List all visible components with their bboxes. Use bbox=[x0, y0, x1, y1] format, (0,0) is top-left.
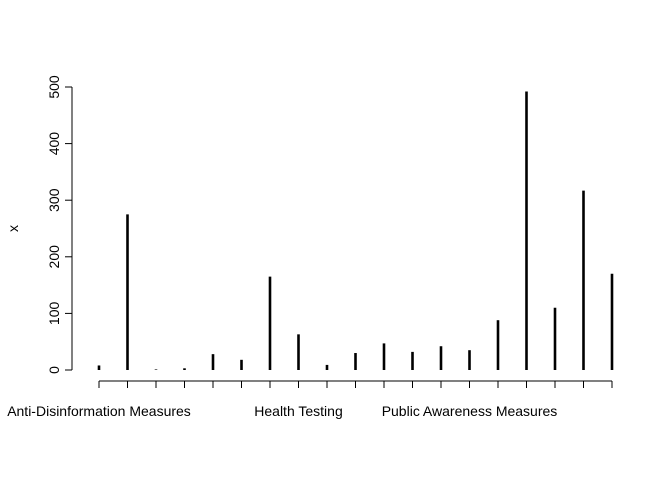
x-tick-label-0: Anti-Disinformation Measures bbox=[7, 403, 191, 419]
y-tick-label-300: 300 bbox=[46, 188, 62, 212]
y-tick-label-400: 400 bbox=[46, 132, 62, 156]
y-tick-label-0: 0 bbox=[46, 366, 62, 374]
x-tick-label-13: Public Awareness Measures bbox=[382, 403, 558, 419]
y-tick-label-200: 200 bbox=[46, 245, 62, 269]
y-tick-label-500: 500 bbox=[46, 75, 62, 99]
bars-group bbox=[97, 91, 614, 370]
x-axis: Anti-Disinformation Measures Health Testi… bbox=[7, 380, 613, 419]
y-axis-label: x bbox=[5, 225, 21, 232]
y-axis: 0 100 200 300 400 500 bbox=[46, 75, 73, 374]
y-tick-label-100: 100 bbox=[46, 302, 62, 326]
x-tick-label-7: Health Testing bbox=[254, 403, 342, 419]
